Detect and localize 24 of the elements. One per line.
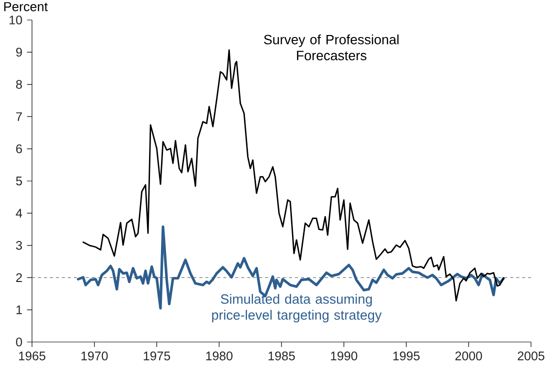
x-tick-label: 1975 <box>144 352 170 360</box>
text: Survey of Professional Forecasters <box>264 34 399 60</box>
x-tick-label: 1970 <box>81 352 108 360</box>
series-label: Simulated data assuming price-level targeting strategy <box>212 294 382 322</box>
y-tick-label: 7 <box>16 112 22 121</box>
x-tick-label: 1985 <box>268 352 295 360</box>
y-tick-label: 0 <box>16 338 22 346</box>
x-tick-label: 1990 <box>330 352 358 360</box>
x-tick-label: 1995 <box>393 352 420 360</box>
y-axis-title: Percent <box>4 2 48 12</box>
x-tick-label: 2000 <box>455 352 482 360</box>
line-series <box>76 225 505 310</box>
y-tick-label: 9 <box>16 48 22 57</box>
y-tick-label: 4 <box>16 208 22 218</box>
y-tick-label: 1 <box>16 306 22 314</box>
x-tick-label: 1965 <box>19 352 46 360</box>
x-tick-label: 2005 <box>518 352 544 360</box>
x-tick-label: 1980 <box>206 352 232 360</box>
y-tick-label: 5 <box>16 176 22 186</box>
y-tick-label: 6 <box>16 144 22 154</box>
y-tick-label: 10 <box>10 16 22 24</box>
y-tick-label: 8 <box>16 80 22 89</box>
y-tick-label: 3 <box>16 241 22 250</box>
y-tick-label: 2 <box>16 273 22 282</box>
